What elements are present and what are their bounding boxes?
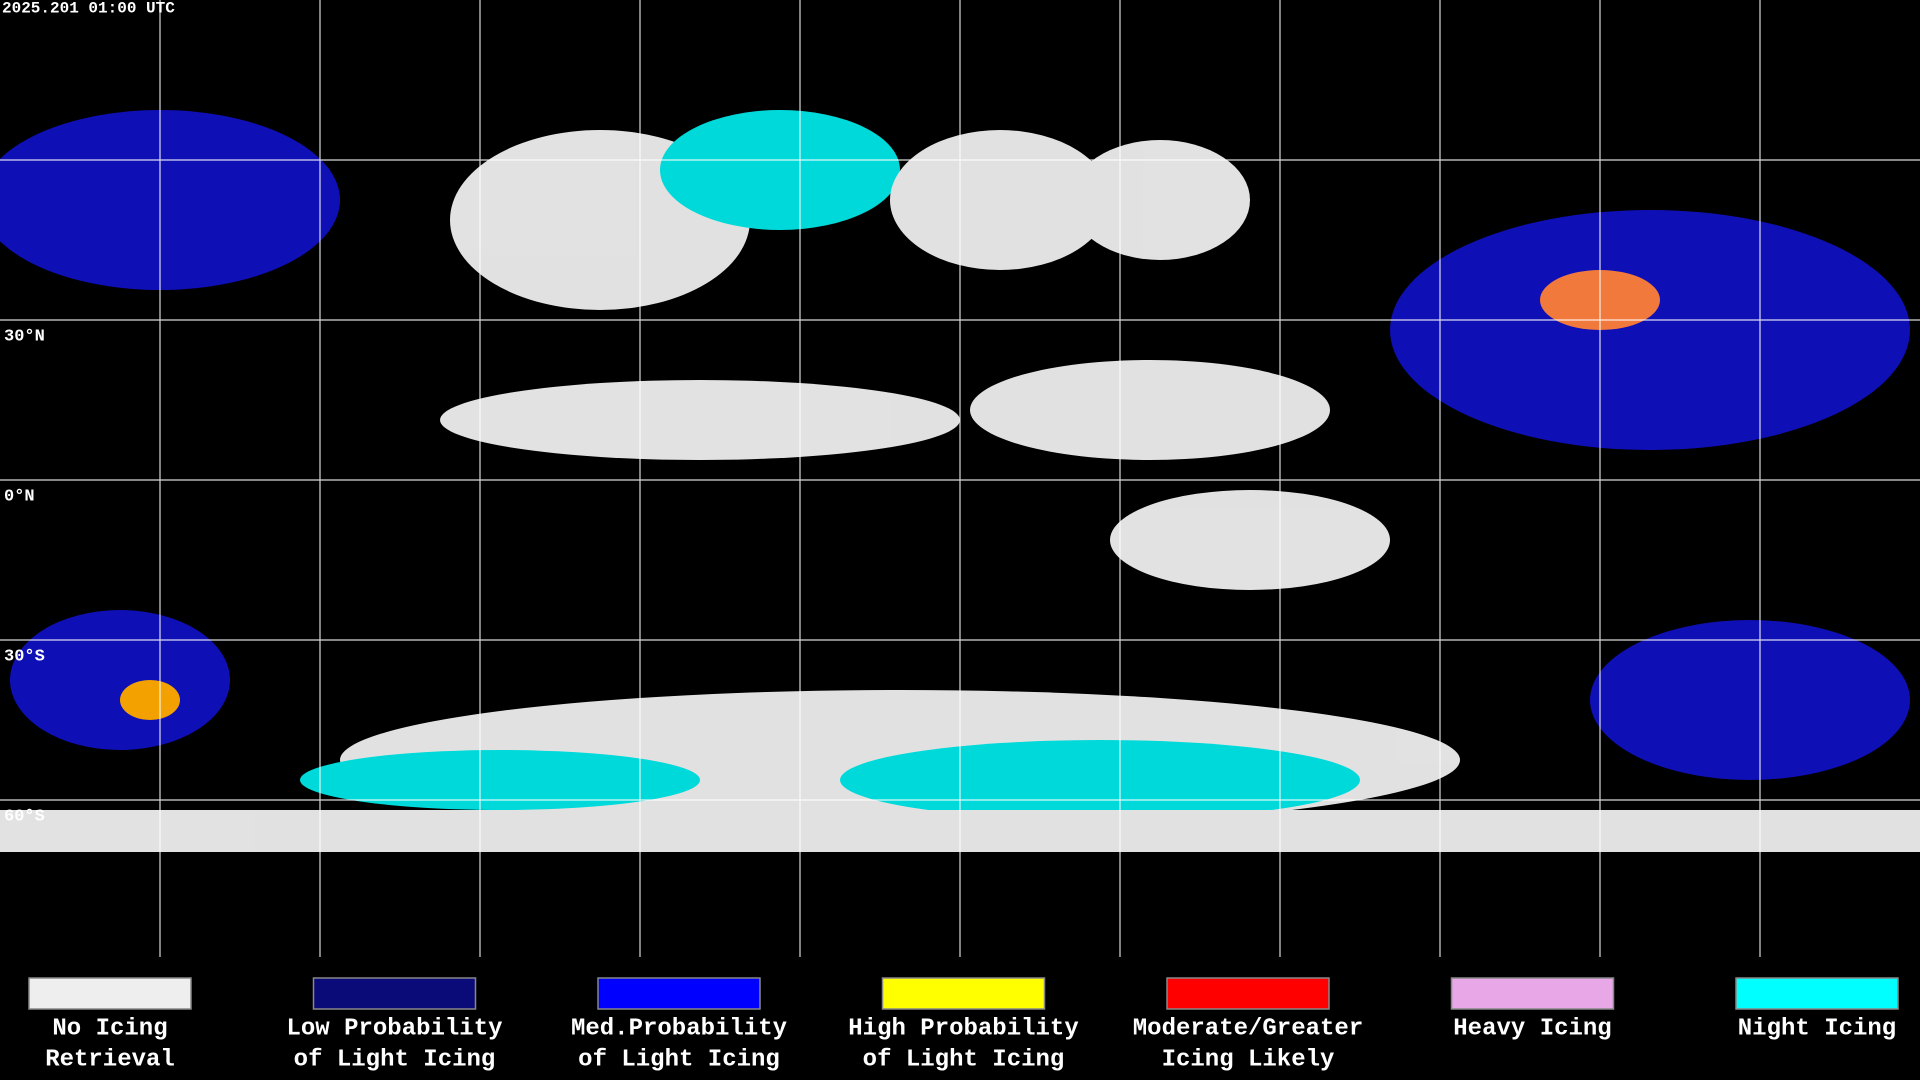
- legend-swatch: [881, 977, 1046, 1010]
- cloud-field: [660, 110, 900, 230]
- legend-swatch: [1735, 977, 1899, 1010]
- legend-label: High Probability: [848, 1015, 1078, 1042]
- legend-swatch: [312, 977, 477, 1010]
- cloud-field: [1070, 140, 1250, 260]
- legend-label: Low Probability: [286, 1015, 502, 1042]
- cloud-field: [840, 740, 1360, 820]
- icing-field: [10, 610, 230, 750]
- icing-field: [1590, 620, 1910, 780]
- icing-field: [120, 680, 180, 720]
- cloud-field: [970, 360, 1330, 460]
- legend-label: Retrieval: [45, 1046, 175, 1073]
- latitude-label: 30°S: [4, 647, 45, 666]
- legend-label: of Light Icing: [578, 1046, 780, 1073]
- cloud-field: [890, 130, 1110, 270]
- legend-label: Heavy Icing: [1453, 1015, 1611, 1042]
- latitude-label: 30°N: [4, 327, 45, 346]
- icing-field: [1390, 210, 1910, 450]
- legend-swatch: [28, 977, 192, 1010]
- latitude-label: 0°N: [4, 487, 35, 506]
- latitude-label: 60°S: [4, 807, 45, 826]
- legend-label: of Light Icing: [294, 1046, 496, 1073]
- legend-label: Night Icing: [1738, 1015, 1896, 1042]
- legend-swatch: [597, 977, 761, 1010]
- legend: No Icing Retrieval Low Probability of Light…: [28, 977, 1899, 1073]
- legend-label: Icing Likely: [1162, 1046, 1335, 1073]
- legend-label: No Icing: [52, 1015, 167, 1042]
- graticule: [0, 0, 1920, 957]
- cloud-field: [300, 750, 700, 810]
- legend-label: of Light Icing: [863, 1046, 1065, 1073]
- legend-label: Moderate/Greater: [1133, 1015, 1363, 1042]
- legend-swatch: [1166, 977, 1330, 1010]
- cloud-field: [440, 380, 960, 460]
- icing-field: [0, 110, 340, 290]
- legend-swatch: [1450, 977, 1615, 1010]
- legend-label: Med.Probability: [571, 1015, 787, 1042]
- timestamp: 2025.201 01:00 UTC: [2, 0, 175, 17]
- cloud-field: [1110, 490, 1390, 590]
